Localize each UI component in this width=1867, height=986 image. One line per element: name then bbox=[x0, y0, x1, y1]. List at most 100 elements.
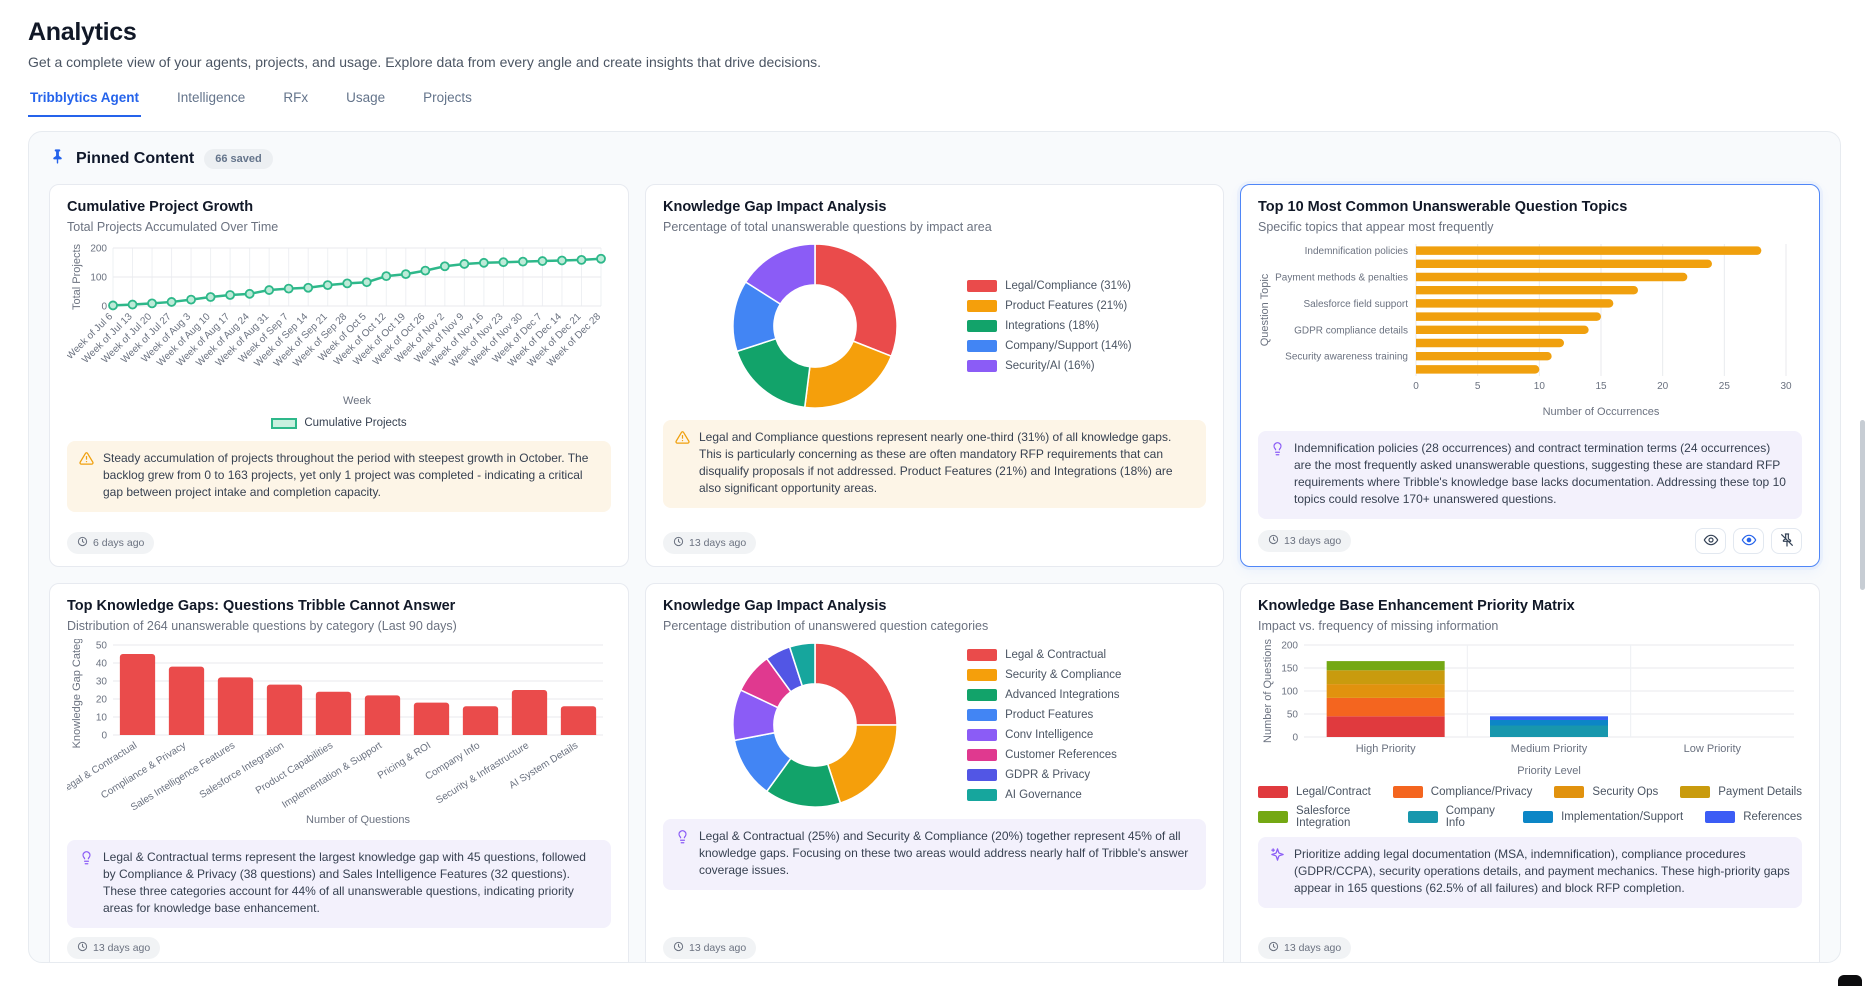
legend-label: Conv Intelligence bbox=[1005, 729, 1094, 742]
page-subtitle: Get a complete view of your agents, proj… bbox=[28, 54, 821, 70]
svg-text:Total Projects: Total Projects bbox=[71, 243, 83, 310]
insight-text: Indemnification policies (28 occurrences… bbox=[1294, 441, 1786, 507]
legend-item: AI Governance bbox=[967, 789, 1206, 802]
svg-text:Indemnification policies: Indemnification policies bbox=[1305, 246, 1408, 257]
legend-label: Security/AI (16%) bbox=[1005, 360, 1095, 372]
legend-swatch bbox=[967, 669, 998, 682]
legend-label: AI Governance bbox=[1005, 789, 1082, 802]
card-title: Top Knowledge Gaps: Questions Tribble Ca… bbox=[67, 598, 456, 615]
legend-item: Company Info bbox=[1407, 805, 1501, 830]
tab-usage[interactable]: Usage bbox=[346, 90, 386, 105]
svg-text:Compliance & Privacy: Compliance & Privacy bbox=[99, 740, 188, 801]
unpin-button[interactable] bbox=[1771, 528, 1802, 555]
legend-item: Customer References bbox=[967, 749, 1206, 762]
card-cumulative-project-growth[interactable]: Cumulative Project Growth Total Projects … bbox=[49, 184, 629, 568]
legend-item: Compliance/Privacy bbox=[1392, 786, 1532, 799]
svg-text:GDPR compliance details: GDPR compliance details bbox=[1294, 325, 1408, 336]
svg-text:0: 0 bbox=[101, 302, 107, 313]
chart-legend: Cumulative Projects bbox=[67, 413, 611, 433]
card-knowledge-base-enhancement-priority-matrix[interactable]: Knowledge Base Enhancement Priority Matr… bbox=[1240, 583, 1820, 962]
insight-text: Legal and Compliance questions represent… bbox=[699, 430, 1173, 496]
svg-text:Number of Occurrences: Number of Occurrences bbox=[1543, 406, 1660, 418]
card-top-knowledge-gaps-questions-tribble-cannot-answer[interactable]: Top Knowledge Gaps: Questions Tribble Ca… bbox=[49, 583, 629, 962]
tab-intelligence[interactable]: Intelligence bbox=[177, 90, 246, 105]
legend-swatch bbox=[967, 769, 998, 782]
svg-text:Salesforce Integration: Salesforce Integration bbox=[198, 740, 286, 801]
svg-text:50: 50 bbox=[1287, 710, 1299, 721]
card-subtitle: Distribution of 264 unanswerable questio… bbox=[67, 619, 457, 634]
pin-icon bbox=[49, 148, 66, 170]
donut-svg bbox=[732, 642, 898, 808]
donut-svg bbox=[732, 243, 898, 409]
legend-row: Salesforce Integration Company Info Implem… bbox=[1258, 805, 1802, 829]
timestamp-text: 13 days ago bbox=[1284, 942, 1342, 955]
pinned-cards-grid: Cumulative Project Growth Total Projects … bbox=[49, 184, 1820, 962]
pinned-content-section: Pinned Content 66 saved Cumulative Proje… bbox=[28, 131, 1841, 963]
tab-projects[interactable]: Projects bbox=[423, 90, 472, 105]
card-top-10-most-common-unanswerable-question-topics[interactable]: Top 10 Most Common Unanswerable Question… bbox=[1240, 184, 1820, 568]
legend-item: Integrations (18%) bbox=[967, 320, 1206, 332]
vertical-scrollbar-thumb[interactable] bbox=[1860, 420, 1865, 590]
legend-swatch bbox=[967, 649, 998, 662]
svg-text:30: 30 bbox=[1780, 381, 1792, 392]
legend-label: Company Info bbox=[1445, 805, 1495, 830]
lightbulb-icon bbox=[79, 850, 94, 917]
card-actions bbox=[1695, 528, 1802, 555]
legend-swatch bbox=[1258, 811, 1288, 824]
svg-text:150: 150 bbox=[1281, 664, 1298, 675]
legend-item: Company/Support (14%) bbox=[967, 340, 1206, 352]
view-button[interactable] bbox=[1695, 528, 1726, 555]
sparkles-icon bbox=[1270, 847, 1285, 897]
donut-row: Legal/Compliance (31%) Product Features (… bbox=[663, 240, 1206, 412]
donut-box bbox=[663, 240, 967, 412]
legend-swatch bbox=[967, 689, 998, 702]
legend-swatch bbox=[1554, 786, 1585, 799]
timestamp-badge: 13 days ago bbox=[663, 937, 757, 960]
insight-text: Steady accumulation of projects througho… bbox=[103, 451, 589, 500]
line-chart: 0 100 200 Week of Jul 6 Week of Jul 13 Week o… bbox=[65, 240, 611, 433]
svg-text:Priority Level: Priority Level bbox=[1517, 765, 1581, 777]
legend-label: Payment Details bbox=[1718, 786, 1802, 799]
card-subtitle: Specific topics that appear most frequen… bbox=[1258, 220, 1494, 234]
legend-label: References bbox=[1743, 811, 1802, 824]
blue-eye-icon bbox=[1741, 532, 1757, 551]
card-knowledge-gap-impact-analysis[interactable]: Knowledge Gap Impact Analysis Percentage … bbox=[645, 184, 1224, 568]
ai-view-button[interactable] bbox=[1733, 528, 1764, 555]
svg-text:15: 15 bbox=[1595, 381, 1607, 392]
legend-item: GDPR & Privacy bbox=[967, 769, 1206, 782]
legend-label: Implementation/Support bbox=[1561, 811, 1684, 824]
card-subtitle: Impact vs. frequency of missing informat… bbox=[1258, 619, 1499, 634]
tab-tribblytics-agent[interactable]: Tribblytics Agent bbox=[28, 90, 142, 117]
timestamp-badge: 13 days ago bbox=[1258, 937, 1352, 960]
bottom-right-widget[interactable] bbox=[1838, 975, 1862, 986]
insight-box: Indemnification policies (28 occurrences… bbox=[1258, 431, 1802, 520]
legend-swatch bbox=[967, 789, 998, 802]
svg-text:Payment methods & penalties: Payment methods & penalties bbox=[1275, 273, 1408, 284]
svg-text:5: 5 bbox=[1475, 381, 1481, 392]
tab-bar: Tribblytics Agent Intelligence RFx Usage Pro… bbox=[28, 90, 1841, 117]
svg-text:Salesforce field support: Salesforce field support bbox=[1303, 299, 1408, 310]
legend-label: Security Ops bbox=[1592, 786, 1659, 799]
tab-rfx[interactable]: RFx bbox=[283, 90, 309, 105]
card-title: Knowledge Gap Impact Analysis bbox=[663, 598, 887, 615]
legend-swatch bbox=[271, 417, 298, 429]
stacked-chart: 0 50 100 150 200 High Priority Medium Priority… bbox=[1258, 639, 1802, 829]
legend-swatch bbox=[1258, 786, 1288, 799]
legend-label: Salesforce Integration bbox=[1296, 805, 1351, 830]
clock-icon bbox=[673, 941, 684, 955]
timestamp-text: 6 days ago bbox=[93, 537, 145, 550]
warning-icon bbox=[79, 451, 94, 501]
stacked-bar-svg: 0 50 100 150 200 High Priority Medium Priority… bbox=[1262, 639, 1794, 777]
analytics-page: Analytics Get a complete view of your ag… bbox=[28, 18, 1841, 963]
card-subtitle: Percentage distribution of unanswered qu… bbox=[663, 619, 989, 634]
card-knowledge-gap-impact-analysis[interactable]: Knowledge Gap Impact Analysis Percentage … bbox=[645, 583, 1224, 962]
legend-swatch bbox=[967, 360, 998, 372]
legend-item: Advanced Integrations bbox=[967, 689, 1206, 702]
legend-item: Legal/Compliance (31%) bbox=[967, 280, 1206, 292]
legend-swatch bbox=[967, 280, 998, 292]
clock-icon bbox=[673, 536, 684, 550]
timestamp-badge: 13 days ago bbox=[663, 532, 757, 555]
clock-icon bbox=[77, 941, 88, 955]
card-footer: 13 days ago bbox=[67, 928, 611, 960]
